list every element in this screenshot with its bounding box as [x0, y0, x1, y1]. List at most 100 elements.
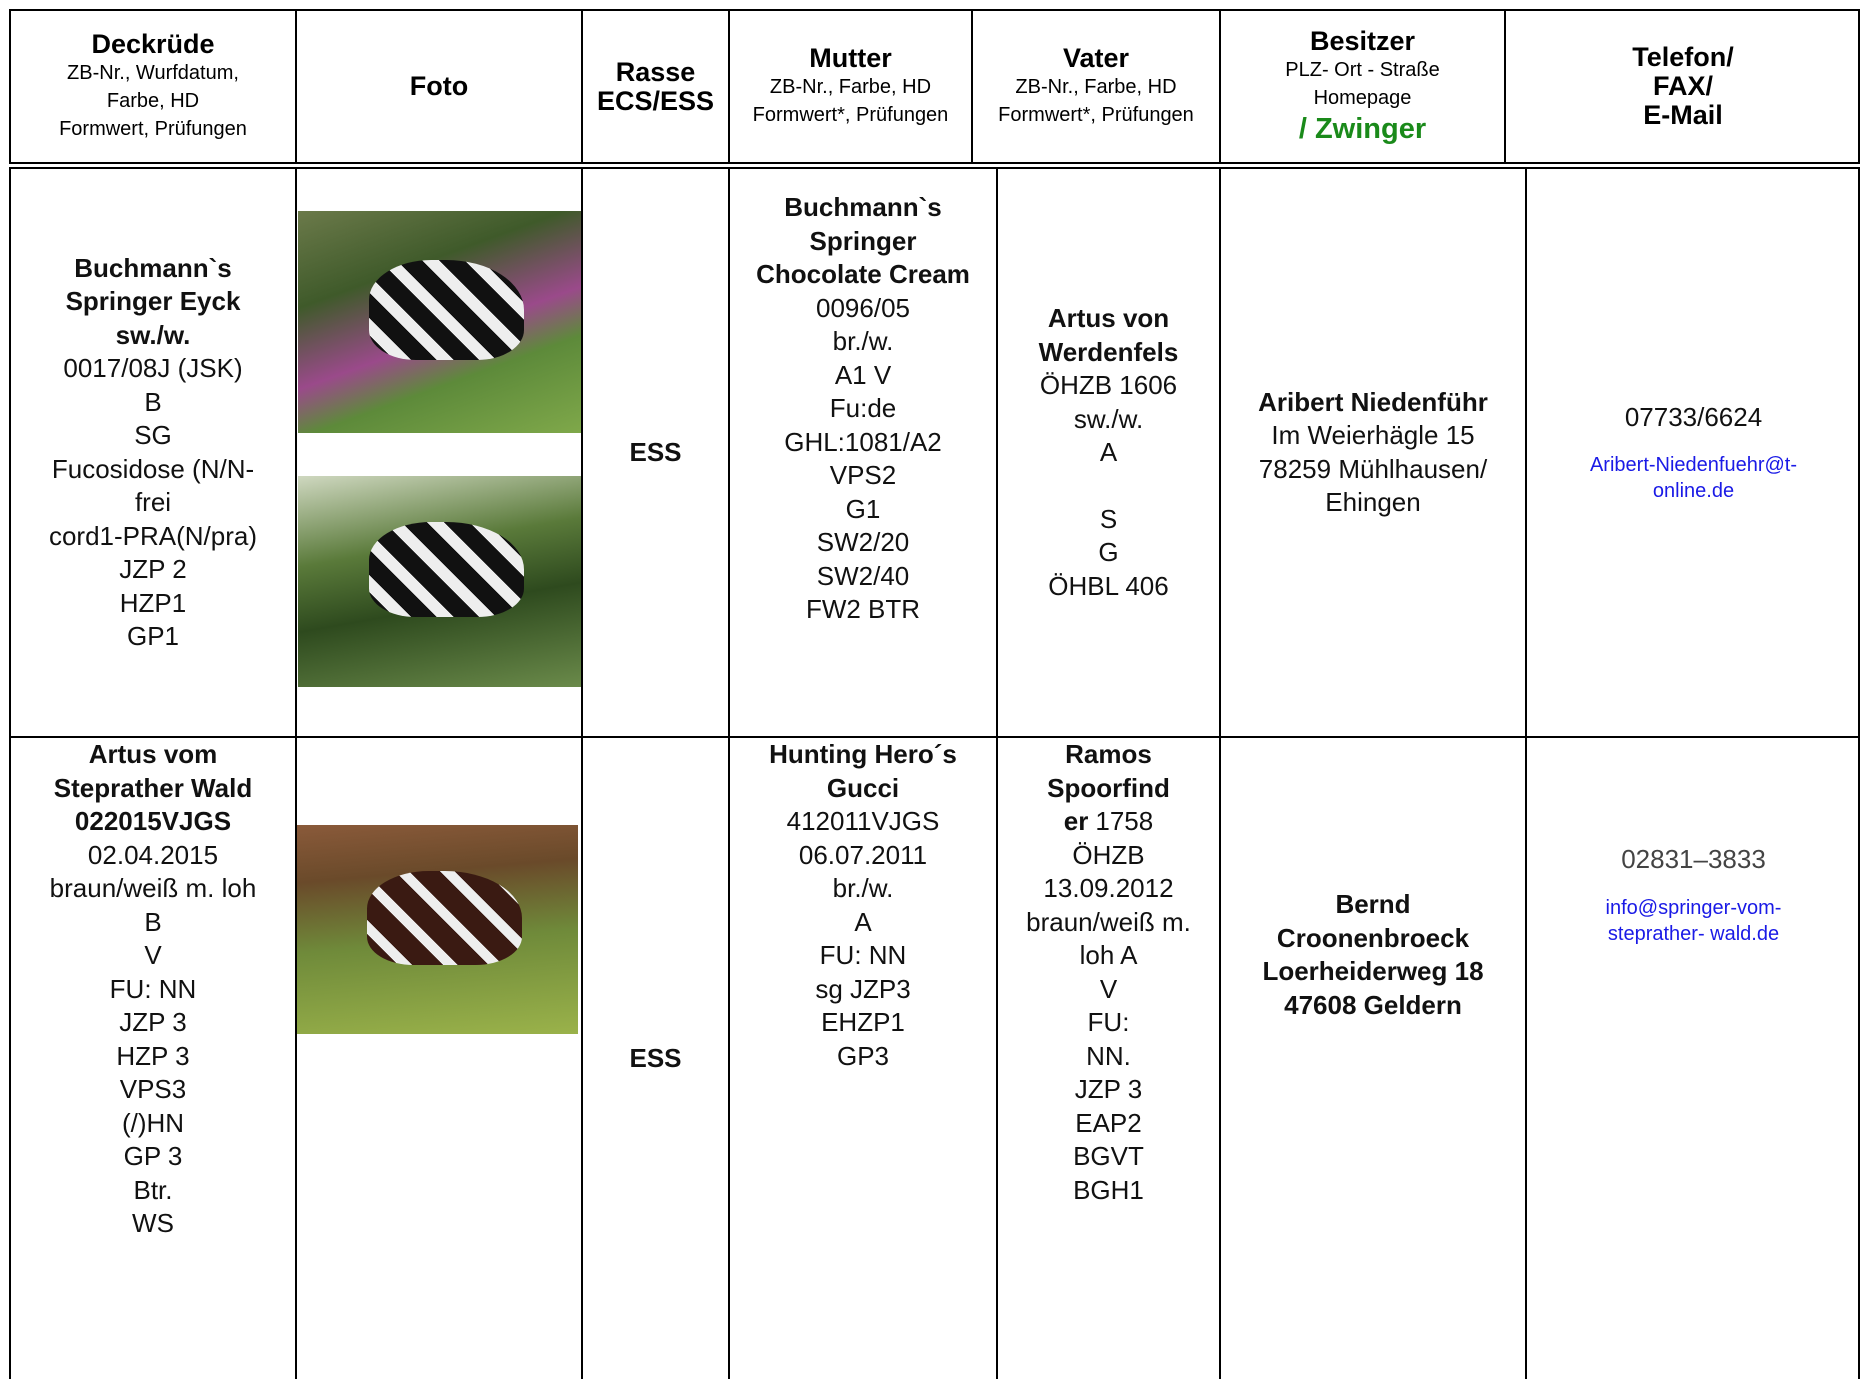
cell-bold: ESS: [629, 436, 682, 467]
cell-bold: Hunting Hero´s: [769, 739, 957, 769]
cell-text: B: [144, 386, 162, 417]
cell-text: JZP 2: [119, 554, 187, 584]
cell-text: 06.07.2011: [798, 839, 928, 870]
cell-text: V: [144, 940, 162, 970]
header-cell: Besitzer PLZ- Ort - Straße Homepage / Zwing…: [1221, 11, 1504, 162]
cell-text: SW2/40: [816, 560, 910, 591]
header-cell: Vater ZB-Nr., Farbe, HD Formwert*, Prüfung…: [973, 11, 1219, 162]
header-sub: Formwert, Prüfungen: [59, 118, 247, 140]
table-cell: ESS: [583, 738, 728, 1379]
cell-text: sw./w.: [1073, 403, 1144, 434]
cell-bold: ESS: [629, 1042, 682, 1073]
cell-text: 02831–3833: [1621, 844, 1766, 874]
cell-text: cord1-PRA(N/pra): [48, 520, 258, 551]
cell-text: HZP1: [119, 587, 187, 618]
header-title: Foto: [409, 71, 469, 101]
cell-bold: Steprather Wald: [53, 772, 253, 803]
cell-text: HZP 3: [116, 1040, 190, 1071]
cell-bold: 47608 Geldern: [1284, 989, 1462, 1020]
table-cell: Buchmann`s Springer Chocolate Cream 0096/05…: [730, 169, 996, 736]
cell-text: WS: [132, 1208, 174, 1238]
dog-shape: [368, 259, 525, 360]
cell-text: 78259 Mühlhausen/: [1258, 453, 1488, 484]
border: [581, 9, 583, 164]
border: [971, 9, 973, 164]
cell-text: FU: NN: [109, 973, 197, 1004]
cell-text: A: [1099, 437, 1118, 467]
header-cell: Mutter ZB-Nr., Farbe, HD Formwert*, Prüfun…: [730, 11, 971, 162]
cell-bold: Bernd: [1335, 889, 1411, 919]
border: [9, 162, 1860, 164]
cell-text: Btr.: [133, 1174, 173, 1205]
header-title: ECS/ESS: [596, 85, 715, 116]
header-title: Besitzer: [1309, 26, 1416, 56]
cell-text: br./w.: [832, 873, 894, 903]
border: [295, 167, 297, 1379]
cell-text: Fucosidose (N/N-: [51, 453, 255, 484]
table-cell: Bernd Croonenbroeck Loerheiderweg 18 47608 …: [1221, 738, 1525, 1379]
cell-text: 13.09.2012: [1043, 873, 1174, 903]
cell-text: FU: NN: [819, 940, 907, 970]
cell-text: GP3: [836, 1040, 890, 1071]
cell-text: sg JZP3: [815, 973, 911, 1004]
cell-text: ÖHZB 1606: [1039, 370, 1178, 400]
cell-text: VPS2: [829, 460, 897, 490]
cell-bold: Ramos: [1065, 739, 1152, 769]
dog-photo: [298, 211, 581, 433]
cell-text: 0096/05: [816, 292, 910, 323]
cell-bold: Artus von: [1047, 303, 1170, 333]
header-sub: PLZ- Ort - Straße: [1285, 59, 1440, 81]
header-title: E-Mail: [1643, 100, 1723, 130]
border: [9, 9, 11, 164]
table-cell: 02831–3833 info@springer-vom-steprather- …: [1527, 738, 1860, 1379]
cell-text: GHL:1081/A2: [784, 426, 942, 457]
cell-text: GP 3: [123, 1141, 183, 1171]
header-sub: Formwert*, Prüfungen: [998, 104, 1194, 126]
cell-text: SW2/20: [816, 527, 910, 557]
cell-text: ÖHBL 406: [1048, 570, 1169, 601]
cell-text: JZP 3: [1074, 1074, 1143, 1104]
cell-text: Ehingen: [1325, 487, 1421, 517]
cell-bold: Buchmann`s: [784, 192, 942, 222]
cell-text: EAP2: [1075, 1107, 1142, 1138]
header-title: FAX/: [1652, 71, 1713, 101]
border: [9, 736, 1860, 738]
cell-text: Fu:de: [829, 393, 897, 423]
cell-bold: Werdenfels: [1038, 336, 1179, 367]
cell-text: ÖHZB: [1072, 839, 1145, 870]
header-sub: Farbe, HD: [106, 90, 200, 112]
border: [996, 167, 998, 1379]
cell-text: VPS3: [119, 1074, 187, 1104]
cell-text: S: [1099, 503, 1118, 534]
table-cell: 07733/6624 Aribert-Niedenfuehr@t-online.d…: [1527, 169, 1860, 736]
cell-text: (/)HN: [121, 1107, 185, 1138]
cell-text: 412011VJGS: [786, 806, 940, 836]
cell-text: BGVT: [1073, 1141, 1144, 1171]
cell-text: EHZP1: [821, 1007, 905, 1037]
cell-text: V: [1099, 973, 1118, 1004]
dog-shape: [368, 522, 525, 618]
cell-text: 02.04.2015: [87, 839, 219, 870]
cell-text: loh A: [1079, 940, 1138, 970]
email-link[interactable]: online.de: [1652, 480, 1735, 503]
header-title: Vater: [1062, 43, 1130, 73]
email-link[interactable]: info@springer-vom-: [1605, 896, 1782, 919]
header-sub: ZB-Nr., Wurfdatum,: [67, 62, 239, 84]
cell-bold: Aribert Niedenführ: [1258, 386, 1488, 417]
cell-text: frei: [134, 487, 172, 517]
cell-bold: Springer Eyck: [65, 286, 241, 316]
border: [728, 9, 730, 164]
cell-bold: Artus vom: [88, 739, 218, 769]
cell-text: BGH1: [1073, 1174, 1144, 1205]
dog-shape: [367, 870, 522, 966]
cell-text: A: [854, 906, 872, 937]
cell-bold: sw./w.: [115, 319, 191, 350]
header-sub: ZB-Nr., Farbe, HD: [769, 76, 932, 98]
table-cell: Ramos Spoorfind er 1758 ÖHZB 13.09.2012 braun/…: [998, 738, 1219, 1379]
email-link[interactable]: steprather- wald.de: [1607, 922, 1780, 945]
table-cell: Artus vom Steprather Wald 022015VJGS 02.04.…: [11, 738, 295, 1379]
email-link[interactable]: Aribert-Niedenfuehr@t-: [1589, 454, 1798, 477]
border: [1219, 9, 1221, 164]
kennel-link: / Zwinger: [1298, 113, 1427, 145]
header-sub: Homepage: [1313, 87, 1412, 109]
